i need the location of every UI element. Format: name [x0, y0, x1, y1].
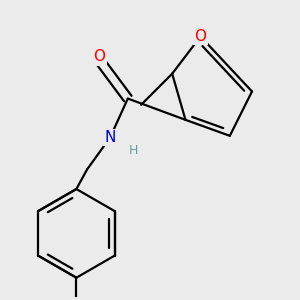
Text: O: O [195, 29, 207, 44]
Text: H: H [128, 143, 138, 157]
Text: O: O [93, 50, 105, 64]
Text: N: N [104, 130, 116, 145]
